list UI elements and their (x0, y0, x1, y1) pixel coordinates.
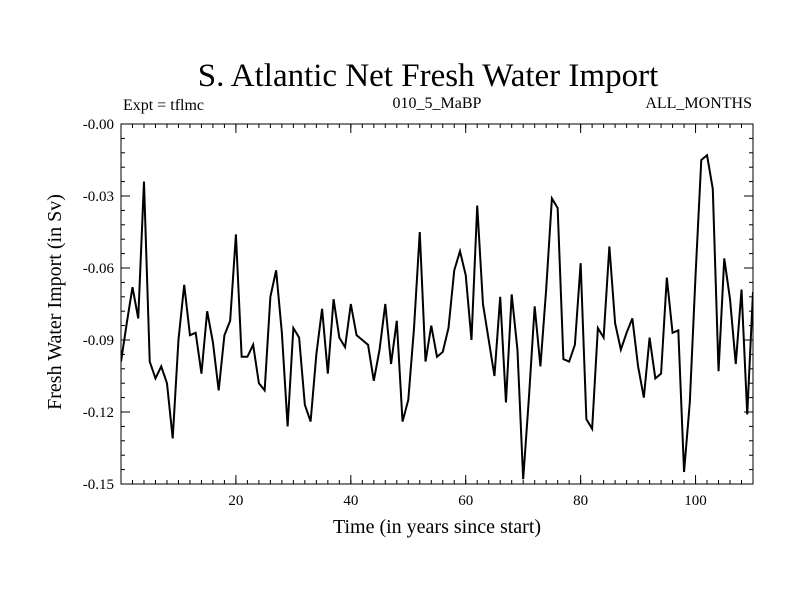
run-label: 010_5_MaBP (393, 95, 482, 112)
y-tick-label: -0.03 (83, 189, 114, 205)
y-axis-label: Fresh Water Import (in Sv) (44, 194, 66, 410)
y-tick-label: -0.15 (83, 477, 114, 493)
months-label: ALL_MONTHS (645, 95, 752, 112)
x-tick-label: 100 (684, 493, 707, 509)
y-tick-label: -0.06 (83, 261, 115, 277)
series-line-fresh-water-import (121, 153, 753, 480)
plot-area: 20 40 60 80 100 -0.15 -0.12 -0.09 -0.06 -0.03 -0.0… (83, 117, 754, 509)
x-axis-label: Time (in years since start) (333, 516, 541, 538)
x-tick-label: 20 (228, 493, 243, 509)
x-tick-label: 80 (573, 493, 588, 509)
x-tick-label: 40 (343, 493, 358, 509)
x-tick-label: 60 (458, 493, 473, 509)
y-tick-label: -0.09 (83, 333, 114, 349)
chart-title: S. Atlantic Net Fresh Water Import (198, 58, 659, 94)
plot-frame (120, 123, 754, 485)
y-tick-label: -0.00 (83, 117, 114, 133)
y-tick-label: -0.12 (83, 405, 114, 421)
experiment-label: Expt = tflmc (123, 97, 204, 114)
